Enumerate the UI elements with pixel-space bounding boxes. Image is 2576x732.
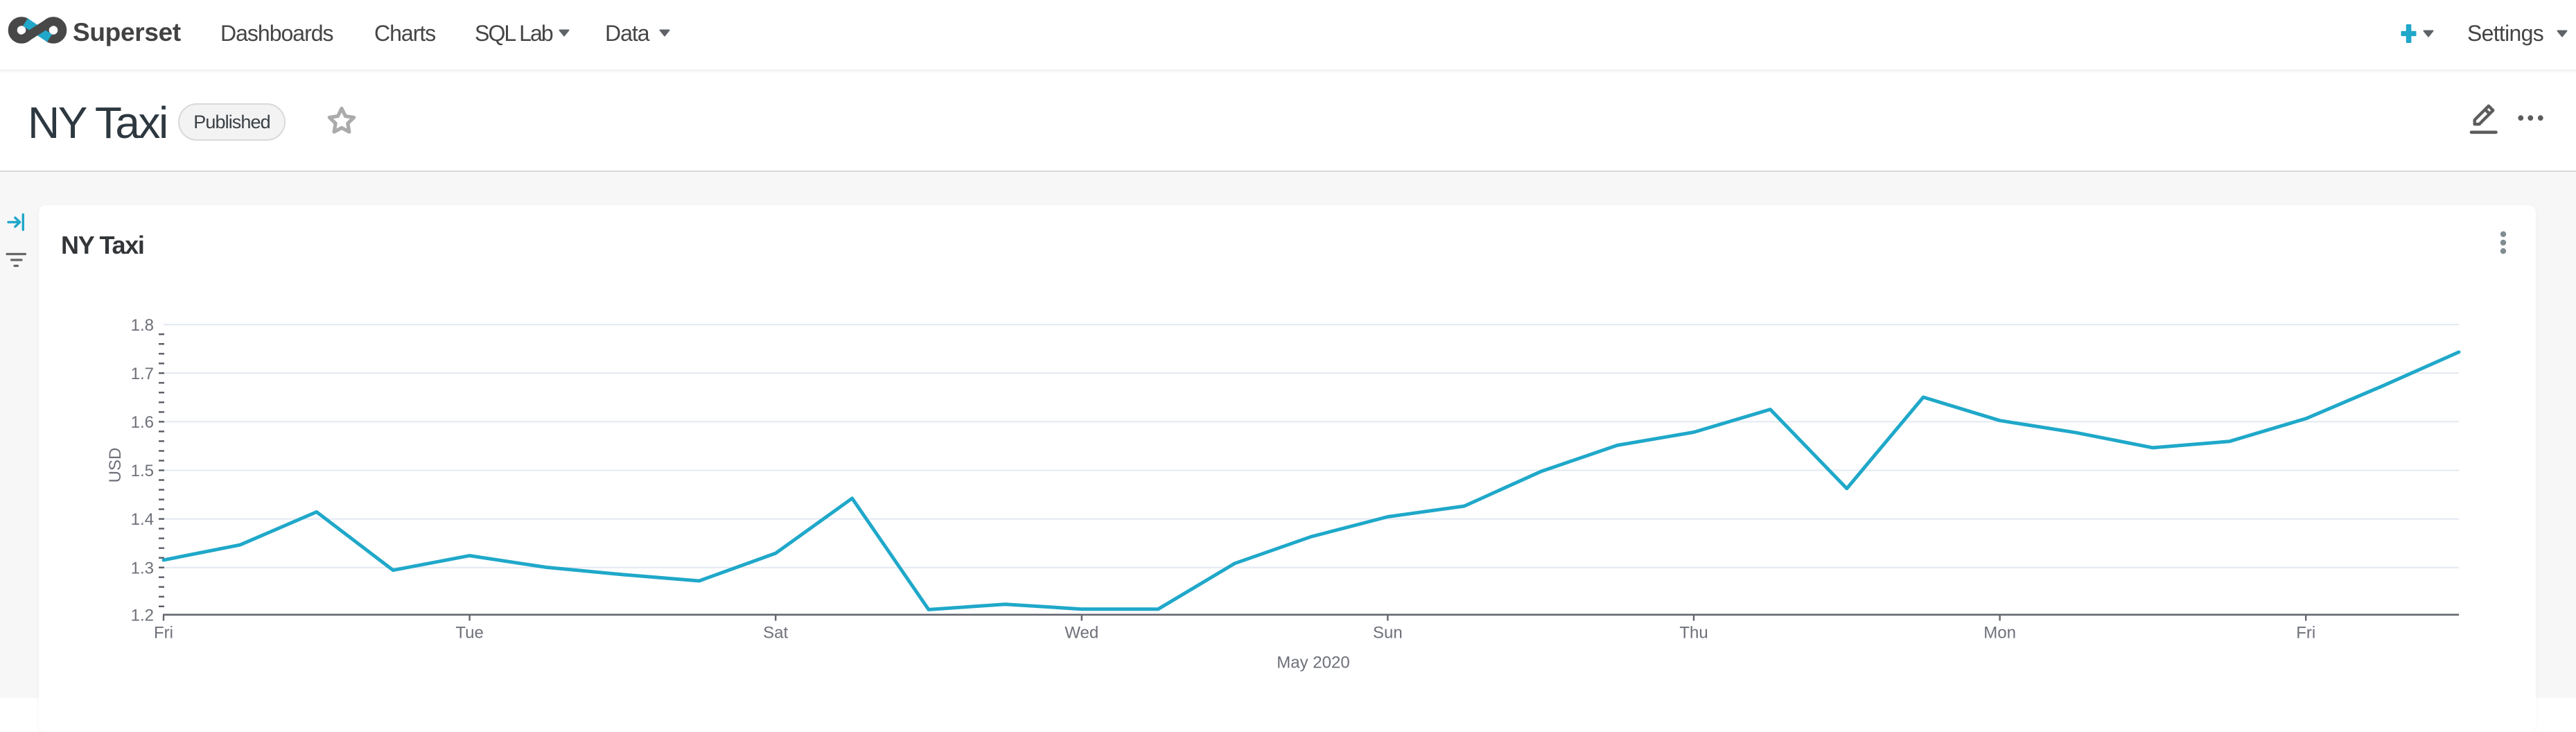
svg-text:1.2: 1.2 <box>131 606 154 625</box>
svg-text:May 2020: May 2020 <box>1277 654 1349 672</box>
svg-text:1.7: 1.7 <box>131 365 154 383</box>
svg-text:Mon: Mon <box>1983 623 2016 642</box>
svg-text:Tue: Tue <box>455 623 483 642</box>
svg-text:Sun: Sun <box>1373 623 1403 642</box>
svg-text:USD: USD <box>106 448 125 483</box>
svg-text:Thu: Thu <box>1679 623 1708 642</box>
svg-text:Sat: Sat <box>763 623 788 642</box>
svg-text:1.4: 1.4 <box>131 510 154 529</box>
svg-text:1.8: 1.8 <box>131 316 154 335</box>
svg-text:1.6: 1.6 <box>131 413 154 432</box>
svg-text:1.5: 1.5 <box>131 462 154 480</box>
svg-text:Fri: Fri <box>2296 623 2315 642</box>
svg-text:Wed: Wed <box>1064 623 1098 642</box>
svg-text:Fri: Fri <box>154 623 173 642</box>
svg-text:1.3: 1.3 <box>131 559 154 577</box>
